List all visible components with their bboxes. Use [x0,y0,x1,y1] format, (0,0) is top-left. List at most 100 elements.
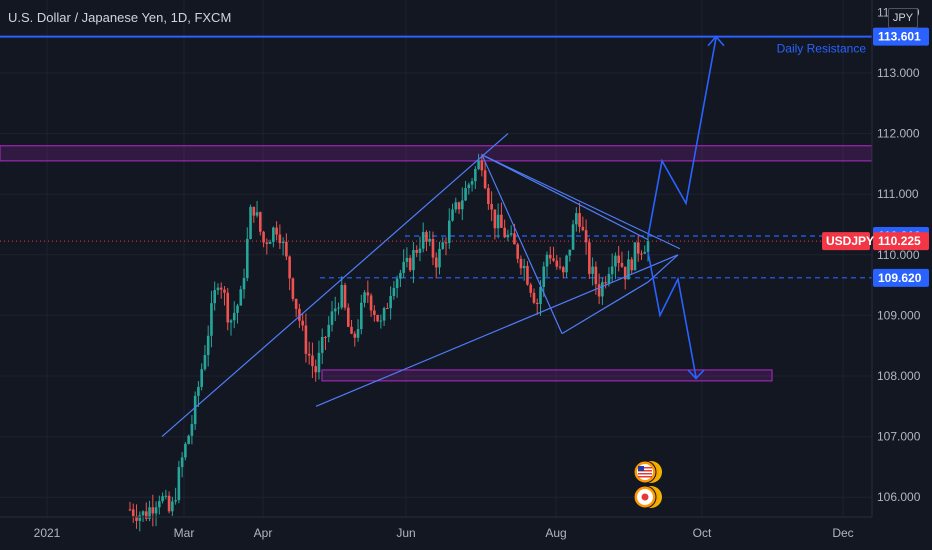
candle-body [213,290,217,304]
candle-body [219,287,223,290]
candle-body [421,231,425,249]
candle-body [223,289,226,293]
candle-body [643,252,647,254]
candle-body [206,335,210,356]
candle-body [369,295,373,311]
candle-body [532,292,536,303]
candle-body [444,242,448,244]
candle-body [402,261,405,273]
price-tag[interactable] [873,232,929,251]
price-tag-label: 109.620 [878,271,922,285]
resistance-zone [0,145,873,162]
flag-sun [641,493,649,501]
candle-body [431,238,435,258]
candle-body [425,231,428,242]
price-tag[interactable] [873,27,929,46]
flag-stripe [638,467,652,469]
candle-body [620,262,624,267]
price-tag[interactable] [873,268,929,287]
price-tag-label: 113.601 [878,30,921,44]
candle-body [542,266,546,287]
candle-body [138,515,142,521]
candle-body [389,295,392,309]
candle-body [477,160,480,169]
candle-body [548,254,552,259]
candle-body [262,231,265,243]
candle-body [646,241,650,253]
candle-body [500,214,503,228]
candle-body [493,209,497,229]
flag-stripe [638,470,652,472]
candle-body [617,255,620,263]
candle-body [464,188,467,201]
wedge-left-line [481,154,563,334]
candle-body [366,292,370,296]
candle-body [506,234,510,238]
candle-body [288,256,291,279]
zones-layer [0,35,873,382]
candle-body [272,227,275,242]
us-event-icon[interactable] [633,460,662,484]
candle-body [474,168,477,182]
time-tick-label: Apr [254,526,273,540]
time-tick-label: Dec [832,526,853,540]
price-tick-label: 111.000 [877,187,919,201]
candle-body [509,233,513,235]
drawings-layer: Daily Resistance [161,35,867,438]
price-tick-label: 110.000 [877,248,920,262]
candle-body [522,265,526,269]
time-tick-label: Aug [545,526,566,540]
candle-body [601,282,604,297]
candle-body [245,238,249,279]
candle-body [594,266,598,285]
candle-body [330,311,334,325]
candle-body [578,213,581,227]
candle-body [291,278,295,299]
support-zone [321,369,773,382]
candle-body [447,220,451,243]
candle-body [239,289,243,306]
currency-badge[interactable]: JPY [888,8,918,28]
candle-body [141,511,145,516]
price-tick-label: 108.000 [877,369,921,383]
wedge-lower-line [561,281,649,335]
daily-resistance-label: Daily Resistance [777,42,867,56]
candle-body [242,278,246,290]
price-tick-label: 106.000 [877,490,921,504]
candle-body [438,248,441,268]
jp-event-icon[interactable] [633,485,662,509]
flag-canton [638,466,644,471]
candle-body [324,336,327,338]
candle-body [545,254,549,267]
candle-body [434,257,438,268]
candle-body [197,386,200,396]
candle-body [353,333,357,338]
candle-body [526,265,529,285]
candle-body [382,308,386,321]
candle-body [343,284,347,308]
price-tick-label: 107.000 [877,430,921,444]
candle-body [441,242,445,249]
candle-body [633,242,637,271]
candle-body [187,435,190,444]
candle-body [376,314,379,322]
candle-body [454,202,458,210]
candle-body [483,170,487,189]
candle-body [229,320,233,323]
candle-body [200,369,203,387]
candle-body [614,255,617,267]
candle-body [210,303,213,336]
symbol-tag-label: USDJPY [826,234,874,248]
candle-body [529,284,533,293]
event-icons[interactable] [633,460,662,509]
candle-body [428,238,432,242]
candle-body [184,443,187,458]
symbol-tag[interactable] [822,232,870,251]
candle-body [461,200,464,210]
candle-body [236,305,239,313]
candle-body [519,258,523,269]
candle-body [252,206,256,216]
candle-body [301,320,304,326]
candle-body [128,509,132,511]
